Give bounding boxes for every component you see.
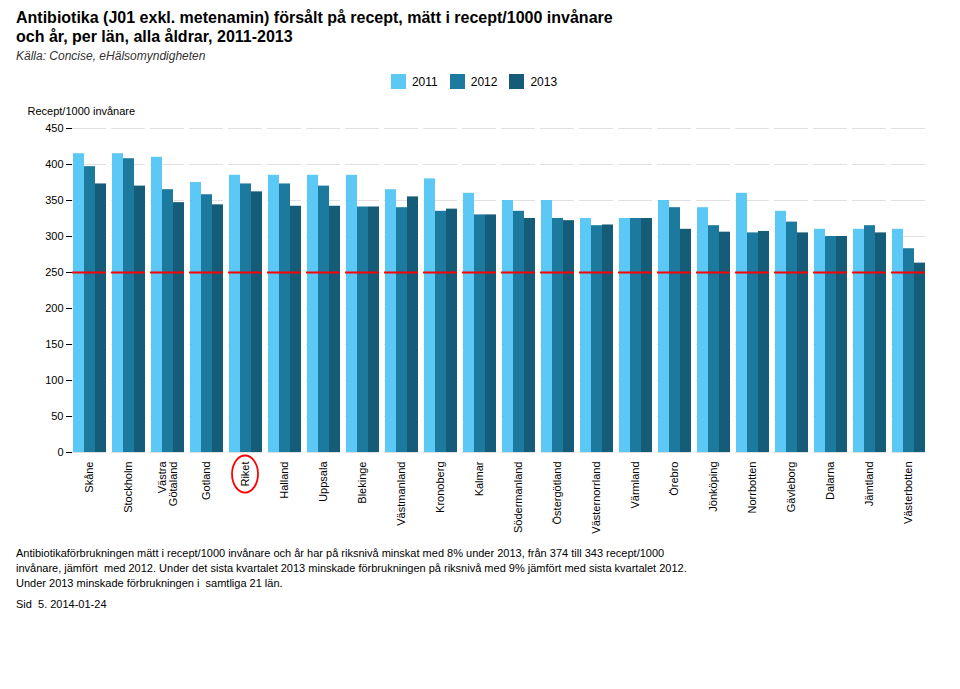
- html-text:2012: 2012: [470, 74, 498, 89]
- html-text:Sid 5. 2014-01-24: Sid 5. 2014-01-24: [16, 597, 107, 610]
- svg-text:0: 0: [57, 446, 63, 458]
- svg-text:300: 300: [45, 230, 63, 242]
- svg-text:100: 100: [45, 374, 63, 386]
- html-text:Antibiotikaförbrukningen mätt: Antibiotikaförbrukningen mätt i recept/1…: [16, 547, 665, 560]
- svg-text:400: 400: [45, 158, 63, 170]
- svg-text:350: 350: [45, 194, 63, 206]
- svg-text:Örebro: Örebro: [668, 462, 680, 496]
- svg-text:Stockholm: Stockholm: [122, 462, 134, 513]
- svg-text:150: 150: [45, 338, 63, 350]
- html-text:invånare, jämfört med 2012. Un: invånare, jämfört med 2012. Under det si…: [16, 562, 687, 575]
- svg-text:250: 250: [45, 266, 63, 278]
- svg-text:Dalarna: Dalarna: [824, 461, 836, 500]
- html-text:Antibiotika (J01 exkl. metenam: Antibiotika (J01 exkl. metenamin) försål…: [16, 9, 613, 46]
- svg-text:Kalmar: Kalmar: [473, 462, 485, 497]
- svg-text:Norrbotten: Norrbotten: [746, 462, 758, 514]
- svg-text:200: 200: [45, 302, 63, 314]
- svg-text:Uppsala: Uppsala: [317, 461, 329, 502]
- svg-text:Kronoberg: Kronoberg: [434, 462, 446, 513]
- svg-text:VästraGötaland: VästraGötaland: [156, 461, 179, 507]
- svg-text:Östergötland: Östergötland: [551, 462, 563, 525]
- svg-text:Gävleborg: Gävleborg: [785, 462, 797, 513]
- svg-text:450: 450: [45, 122, 63, 134]
- svg-text:Västmanland: Västmanland: [395, 462, 407, 526]
- svg-text:Riket: Riket: [239, 462, 251, 487]
- svg-text:Halland: Halland: [278, 462, 290, 499]
- svg-text:Västerbotten: Västerbotten: [902, 462, 914, 524]
- html-text:Under 2013 minskade förbruknin: Under 2013 minskade förbrukningen i samt…: [16, 577, 283, 590]
- svg-text:Jönköping: Jönköping: [707, 462, 719, 512]
- svg-text:50: 50: [51, 410, 63, 422]
- html-text:Källa: Concise, eHälsomyndighe: Källa: Concise, eHälsomyndigheten: [16, 49, 206, 64]
- svg-text:Blekinge: Blekinge: [356, 462, 368, 504]
- svg-text:Södermanland: Södermanland: [512, 462, 524, 534]
- html-text:2013: 2013: [530, 74, 558, 89]
- svg-text:Västernorrland: Västernorrland: [590, 462, 602, 534]
- svg-text:Jämtland: Jämtland: [863, 462, 875, 507]
- svg-text:Värmland: Värmland: [629, 462, 641, 509]
- html-text:2011: 2011: [411, 74, 438, 89]
- svg-text:Gotland: Gotland: [200, 462, 212, 501]
- svg-text:Skåne: Skåne: [83, 462, 95, 493]
- svg-text:Recept/1000 invånare: Recept/1000 invånare: [28, 106, 136, 118]
